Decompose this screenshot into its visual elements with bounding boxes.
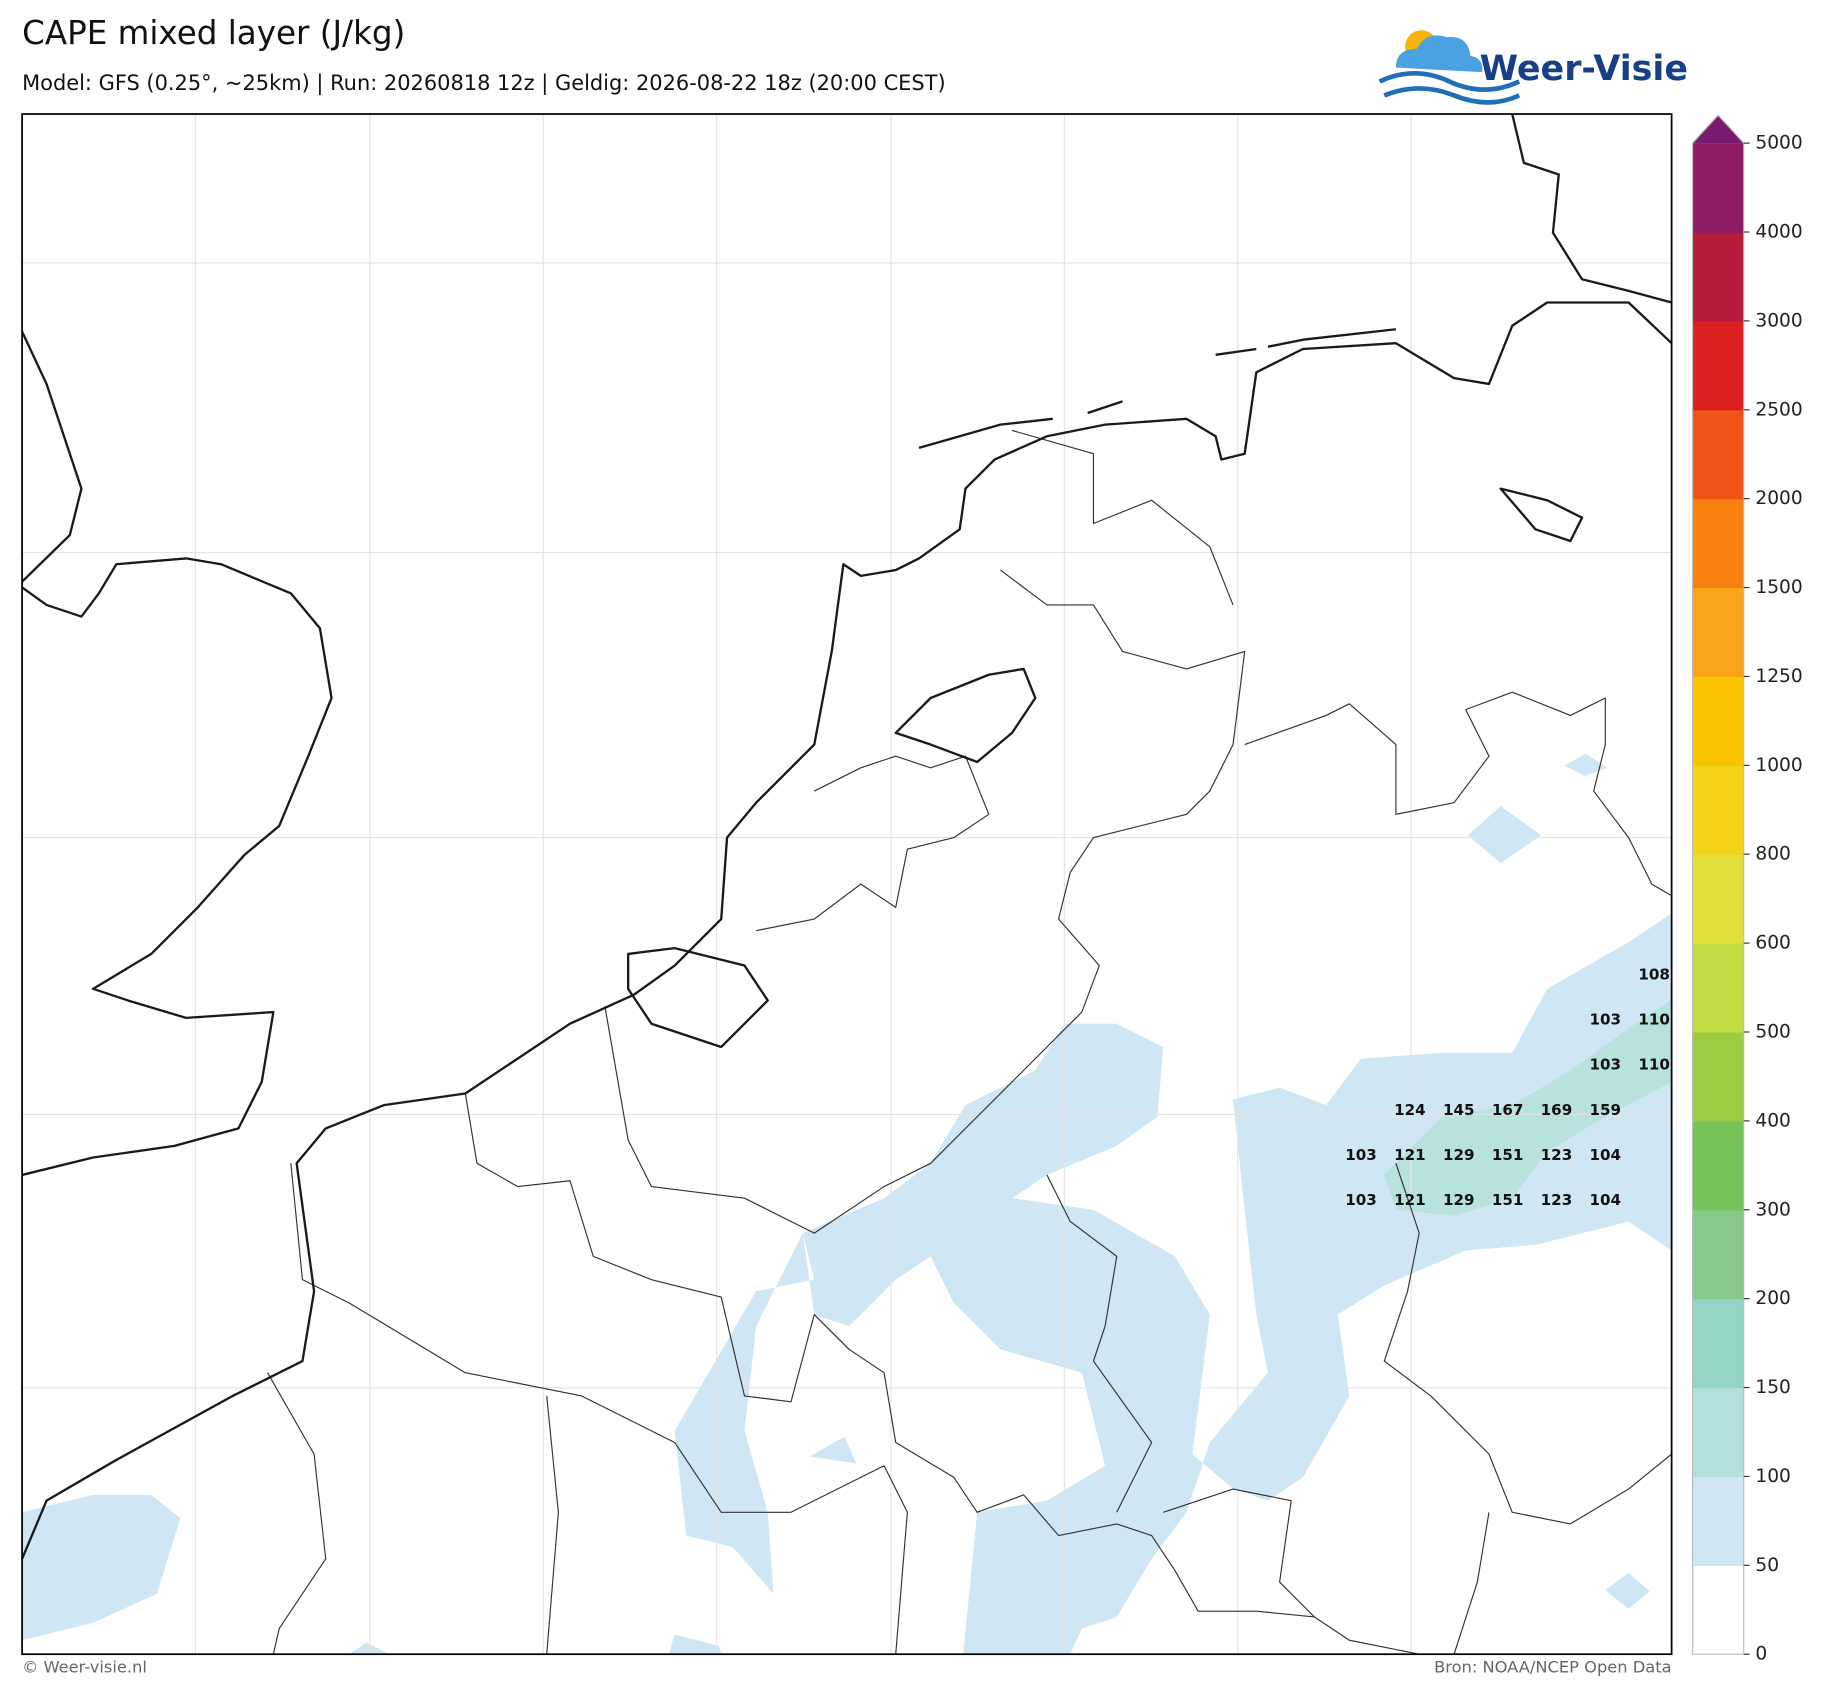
value-label: 103 — [1590, 1010, 1622, 1028]
value-label: 110 — [1638, 1010, 1670, 1028]
colorbar-tick-label: 0 — [1755, 1644, 1767, 1665]
colorbar-tick-label: 300 — [1755, 1199, 1791, 1220]
value-label: 145 — [1443, 1101, 1475, 1119]
logo-text: Weer-Visie — [1480, 49, 1688, 89]
colorbar-segment — [1692, 498, 1744, 589]
colorbar-tick-label: 500 — [1755, 1021, 1791, 1042]
colorbar-segment — [1692, 854, 1744, 944]
cape-fields — [22, 753, 1672, 1655]
colorbar-tick-label: 800 — [1755, 844, 1791, 865]
colorbar-extend — [1692, 115, 1744, 144]
colorbar-tick-label: 4000 — [1755, 222, 1802, 243]
logo: Weer-Visie — [1378, 30, 1688, 105]
colorbar-tick-label: 5000 — [1755, 133, 1802, 154]
colorbar-segment — [1692, 409, 1744, 500]
colorbar-tick-label: 400 — [1755, 1110, 1791, 1131]
value-label: 103 — [1345, 1146, 1377, 1164]
value-label: 151 — [1492, 1191, 1524, 1209]
colorbar: 0 50 100 150 200 300 400 500 600 800 1000 1250 1500 2… — [1691, 114, 1803, 1665]
colorbar-segment — [1692, 765, 1744, 855]
value-label: 103 — [1345, 1191, 1377, 1209]
colorbar-tick-label: 2000 — [1755, 488, 1802, 509]
map-frame — [21, 113, 1673, 1656]
value-label: 151 — [1492, 1146, 1524, 1164]
colorbar-segment — [1692, 1298, 1744, 1389]
colorbar-tick-label: 150 — [1755, 1377, 1791, 1398]
colorbar-outline — [1691, 114, 1745, 1655]
colorbar-segment — [1692, 1209, 1744, 1300]
value-label: 110 — [1638, 1056, 1670, 1074]
value-label: 123 — [1541, 1191, 1573, 1209]
value-label: 124 — [1394, 1101, 1426, 1119]
value-label: 104 — [1590, 1191, 1622, 1209]
lat-lon-grid — [22, 114, 1672, 1655]
colorbar-tick-label: 1000 — [1755, 755, 1802, 776]
value-label: 167 — [1492, 1101, 1524, 1119]
colorbar-segment — [1692, 1476, 1744, 1566]
colorbar-tick-label: 100 — [1755, 1466, 1791, 1487]
colorbar-segment — [1692, 143, 1744, 233]
value-label: 121 — [1394, 1191, 1426, 1209]
value-label: 121 — [1394, 1146, 1426, 1164]
subtitle: Model: GFS (0.25°, ~25km) | Run: 2026081… — [22, 71, 946, 96]
map-area: 108 103 110 103 110 124 145 167 169 159 103 121 129 1… — [21, 113, 1673, 1656]
footer-credit: © Weer-visie.nl — [22, 1658, 147, 1677]
colorbar-segment — [1692, 1565, 1744, 1655]
colorbar-segment — [1692, 587, 1744, 678]
colorbar-tick-label: 3000 — [1755, 310, 1802, 331]
colorbar-segment — [1692, 232, 1744, 322]
value-label: 129 — [1443, 1191, 1475, 1209]
value-labels: 108 103 110 103 110 124 145 167 169 159 103 121 129 1… — [1345, 965, 1670, 1209]
colorbar-segment — [1692, 1120, 1744, 1211]
title: CAPE mixed layer (J/kg) — [22, 14, 405, 52]
value-label: 104 — [1590, 1146, 1622, 1164]
colorbar-segment — [1692, 1387, 1744, 1478]
colorbar-tick-label: 2500 — [1755, 399, 1802, 420]
coastlines — [21, 113, 1673, 1560]
map-background — [22, 114, 1672, 1655]
colorbar-tick-label: 1250 — [1755, 666, 1802, 687]
colorbar-segment — [1692, 676, 1744, 766]
value-label: 103 — [1590, 1056, 1622, 1074]
value-label: 123 — [1541, 1146, 1573, 1164]
value-label: 129 — [1443, 1146, 1475, 1164]
footer-source: Bron: NOAA/NCEP Open Data — [1434, 1658, 1672, 1677]
colorbar-segment — [1692, 320, 1744, 411]
value-label: 159 — [1590, 1101, 1622, 1119]
value-label: 169 — [1541, 1101, 1573, 1119]
value-label: 108 — [1638, 965, 1670, 983]
colorbar-tick-label: 600 — [1755, 933, 1791, 954]
colorbar-tick-label: 1500 — [1755, 577, 1802, 598]
colorbar-tick-label: 50 — [1755, 1555, 1779, 1576]
colorbar-segment — [1692, 1031, 1744, 1122]
colorbar-tick-label: 200 — [1755, 1288, 1791, 1309]
borders — [267, 429, 1672, 1655]
colorbar-segment — [1692, 943, 1744, 1033]
